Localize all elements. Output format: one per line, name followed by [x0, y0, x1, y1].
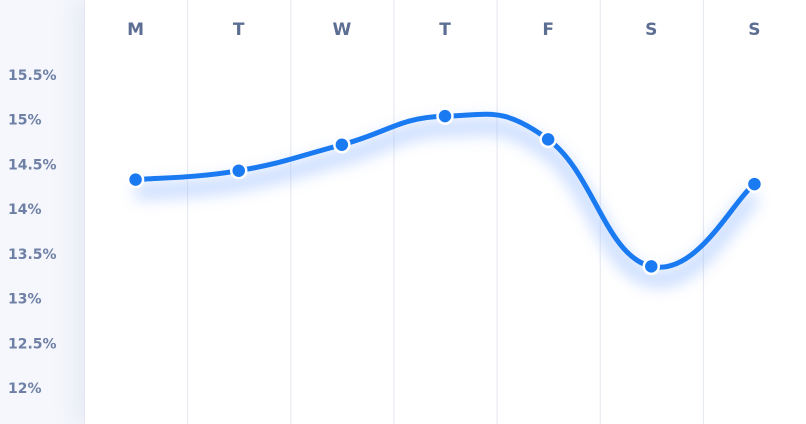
y-tick-label: 12.5% [8, 336, 57, 352]
x-tick-label: W [332, 20, 351, 40]
x-tick-label: F [542, 20, 554, 40]
x-tick-label: T [439, 20, 451, 40]
y-tick-label: 12% [8, 381, 42, 397]
data-point[interactable] [539, 130, 557, 149]
chart-card [84, 0, 806, 424]
y-tick-label: 15% [8, 113, 42, 129]
series [126, 107, 764, 287]
series-line-glow [134, 119, 760, 287]
data-point[interactable] [642, 257, 661, 276]
x-tick-label: S [748, 20, 760, 40]
x-tick-label: M [127, 20, 144, 40]
y-axis: 15.5% 15% 14.5% 14% 13.5% 13% 12.5% 12% [8, 68, 57, 397]
grid [84, 0, 704, 424]
data-point[interactable] [436, 107, 454, 125]
y-tick-label: 13% [8, 292, 42, 308]
y-tick-label: 13.5% [8, 247, 57, 263]
y-tick-label: 14.5% [8, 157, 57, 173]
x-tick-label: S [645, 20, 657, 40]
data-point[interactable] [333, 136, 351, 154]
data-point[interactable] [745, 175, 764, 193]
y-tick-label: 14% [8, 202, 42, 218]
x-tick-label: T [233, 20, 245, 40]
y-tick-label: 15.5% [8, 68, 57, 84]
data-point[interactable] [229, 161, 248, 180]
data-point[interactable] [126, 170, 145, 189]
